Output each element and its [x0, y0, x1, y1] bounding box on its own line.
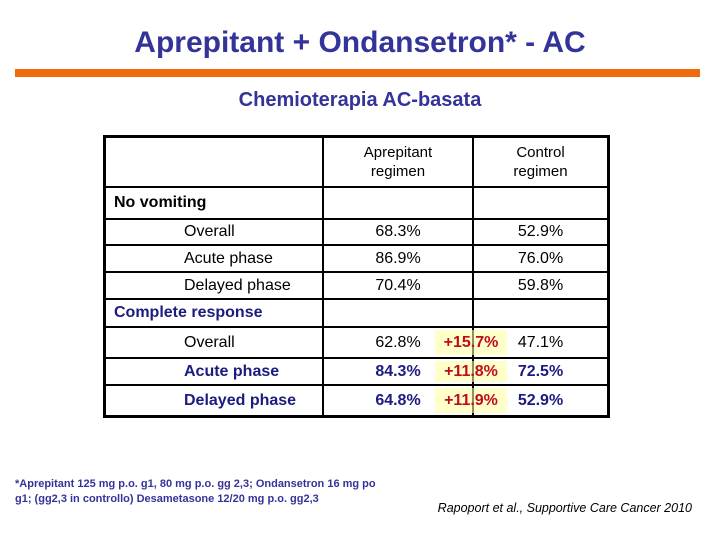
slide-title: Aprepitant + Ondansetron* - AC — [134, 26, 586, 59]
aprepitant-value: 62.8% — [322, 328, 472, 357]
delta-value: +11.9% — [444, 391, 498, 409]
header-control-line2: regimen — [513, 163, 568, 180]
title-underline — [15, 69, 700, 77]
header-control-line1: Control — [516, 143, 565, 161]
control-value: 76.0% — [472, 246, 607, 271]
row-label: Delayed phase — [184, 391, 297, 409]
section-label: Complete response — [114, 304, 263, 321]
control-value: 52.9% — [472, 220, 607, 244]
footnote: *Aprepitant 125 mg p.o. g1, 80 mg p.o. g… — [15, 478, 376, 505]
aprepitant-value: 70.4% — [322, 273, 472, 298]
row-label: Overall — [184, 333, 235, 351]
data-row-cr-acute: Acute phase 84.3% 72.5% +11.8% — [106, 357, 607, 384]
delta-value: +15.7% — [443, 333, 499, 351]
empty-control-cell — [472, 188, 607, 218]
aprepitant-value: 86.9% — [322, 246, 472, 271]
citation: Rapoport et al., Supportive Care Cancer … — [437, 501, 692, 515]
section-label: No vomiting — [114, 194, 207, 211]
slide-subtitle: Chemioterapia AC-basata — [238, 89, 482, 111]
data-row-cr-overall: Overall 62.8% 47.1% +15.7% — [106, 326, 607, 357]
delta-badge: +11.8% — [435, 361, 507, 382]
section-row-no-vomiting: No vomiting — [106, 186, 607, 218]
data-row-nv-overall: Overall 68.3% 52.9% — [106, 218, 607, 244]
data-row-nv-acute: Acute phase 86.9% 76.0% — [106, 244, 607, 271]
data-row-nv-delayed: Delayed phase 70.4% 59.8% — [106, 271, 607, 298]
aprepitant-value: 68.3% — [322, 220, 472, 244]
section-row-complete-response: Complete response — [106, 298, 607, 326]
data-row-cr-delayed: Delayed phase 64.8% 52.9% +11.9% — [106, 384, 607, 415]
empty-aprepitant-cell — [322, 300, 472, 326]
row-label: Acute phase — [184, 249, 273, 267]
empty-aprepitant-cell — [322, 188, 472, 218]
delta-value: +11.8% — [444, 362, 498, 380]
delta-badge: +15.7% — [435, 330, 507, 355]
row-label: Overall — [184, 223, 235, 240]
results-table: Aprepitant regimen Control regimen No vo… — [103, 135, 610, 418]
header-aprepitant-cell: Aprepitant regimen — [322, 138, 472, 186]
header-empty-cell — [106, 138, 322, 186]
header-aprepitant-line2: regimen — [370, 163, 426, 180]
header-control-cell: Control regimen — [472, 138, 607, 186]
aprepitant-value: 64.8% — [322, 386, 472, 415]
row-label: Delayed phase — [184, 276, 291, 294]
header-aprepitant-line1: Aprepitant — [363, 143, 433, 161]
row-label: Acute phase — [184, 362, 280, 380]
table-header-row: Aprepitant regimen Control regimen — [106, 138, 607, 186]
aprepitant-value: 84.3% — [322, 359, 472, 384]
control-value: 59.8% — [472, 273, 607, 298]
empty-control-cell — [472, 300, 607, 326]
delta-badge: +11.9% — [435, 388, 507, 413]
